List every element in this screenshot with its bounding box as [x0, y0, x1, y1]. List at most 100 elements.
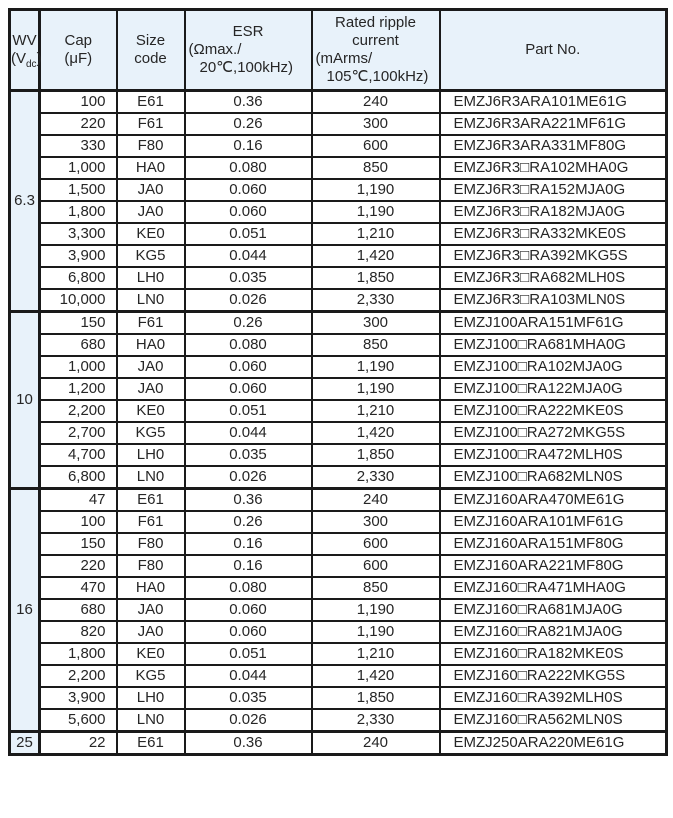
- cap-cell: 5,600: [38, 708, 118, 733]
- table-row: 330 F80 0.16 600 EMZJ6R3ARA331MF80G: [10, 134, 668, 158]
- part-no-cell: EMZJ250ARA220ME61G: [438, 730, 668, 756]
- ripple-current-cell: 1,190: [310, 178, 441, 202]
- ripple-current-cell: 240: [310, 730, 441, 756]
- cap-cell: 2,200: [38, 664, 118, 688]
- size-code-cell: KE0: [115, 222, 186, 246]
- header-ripple-line3: (mArms/: [315, 50, 373, 67]
- table-row: 10 150 F61 0.26 300 EMZJ100ARA151MF61G: [8, 310, 668, 490]
- table-row: 470 HA0 0.080 850 EMZJ160□RA471MHA0G: [10, 576, 668, 600]
- table-row: 820 JA0 0.060 1,190 EMZJ160□RA821MJA0G: [10, 620, 668, 644]
- header-wv-line1: WV: [12, 32, 37, 49]
- size-code-cell: F80: [115, 554, 186, 578]
- esr-cell: 0.051: [183, 642, 313, 666]
- ripple-current-cell: 1,190: [310, 200, 441, 224]
- cap-cell: 47: [38, 487, 118, 512]
- ripple-current-cell: 300: [310, 310, 441, 335]
- esr-cell: 0.060: [183, 355, 313, 379]
- cap-cell: 100: [38, 89, 118, 114]
- header-ripple-line1: Rated ripple: [335, 14, 416, 31]
- part-no-cell: EMZJ6R3□RA682MLH0S: [438, 266, 668, 290]
- size-code-cell: E61: [115, 89, 186, 114]
- table-row: 2,200 KE0 0.051 1,210 EMZJ100□RA222MKE0S: [10, 399, 668, 423]
- table-row: 220 F80 0.16 600 EMZJ160ARA221MF80G: [10, 554, 668, 578]
- size-code-cell: LH0: [115, 443, 186, 467]
- part-no-cell: EMZJ100□RA682MLN0S: [438, 465, 668, 490]
- part-no-cell: EMZJ6R3ARA331MF80G: [438, 134, 668, 158]
- cap-cell: 680: [38, 598, 118, 622]
- size-code-cell: HA0: [115, 156, 186, 180]
- wv-cell: 25: [8, 730, 41, 756]
- size-code-cell: JA0: [115, 200, 186, 224]
- ripple-current-cell: 600: [310, 532, 441, 556]
- size-code-cell: LH0: [115, 686, 186, 710]
- ripple-current-cell: 1,190: [310, 598, 441, 622]
- table-row: 1,500 JA0 0.060 1,190 EMZJ6R3□RA152MJA0G: [10, 178, 668, 202]
- table-row: 3,900 LH0 0.035 1,850 EMZJ160□RA392MLH0S: [10, 686, 668, 710]
- esr-cell: 0.080: [183, 333, 313, 357]
- header-ripple-line2: current: [352, 32, 399, 49]
- esr-cell: 0.044: [183, 421, 313, 445]
- part-no-cell: EMZJ6R3□RA332MKE0S: [438, 222, 668, 246]
- ripple-current-cell: 2,330: [310, 465, 441, 490]
- table-row: 1,000 HA0 0.080 850 EMZJ6R3□RA102MHA0G: [10, 156, 668, 180]
- ripple-current-cell: 1,190: [310, 620, 441, 644]
- size-code-cell: KE0: [115, 399, 186, 423]
- part-no-cell: EMZJ100□RA681MHA0G: [438, 333, 668, 357]
- header-esr-line3: 20℃,100kHz): [199, 59, 294, 76]
- part-no-cell: EMZJ100□RA272MKG5S: [438, 421, 668, 445]
- ripple-current-cell: 240: [310, 487, 441, 512]
- wv-cell: 6.3: [8, 89, 41, 313]
- cap-cell: 470: [38, 576, 118, 600]
- esr-cell: 0.16: [183, 532, 313, 556]
- ripple-current-cell: 300: [310, 510, 441, 534]
- esr-cell: 0.060: [183, 178, 313, 202]
- esr-cell: 0.035: [183, 266, 313, 290]
- cap-cell: 6,800: [38, 266, 118, 290]
- cap-cell: 1,200: [38, 377, 118, 401]
- cap-cell: 220: [38, 112, 118, 136]
- cap-cell: 22: [38, 730, 118, 756]
- size-code-cell: E61: [115, 730, 186, 756]
- part-no-cell: EMZJ160□RA471MHA0G: [438, 576, 668, 600]
- header-part-label: Part No.: [525, 41, 581, 58]
- esr-cell: 0.044: [183, 244, 313, 268]
- ripple-current-cell: 850: [310, 156, 441, 180]
- cap-cell: 4,700: [38, 443, 118, 467]
- table-row: 1,000 JA0 0.060 1,190 EMZJ100□RA102MJA0G: [10, 355, 668, 379]
- cap-cell: 150: [38, 532, 118, 556]
- size-code-cell: KE0: [115, 642, 186, 666]
- table-row: 5,600 LN0 0.026 2,330 EMZJ160□RA562MLN0S: [10, 708, 668, 733]
- cap-cell: 10,000: [38, 288, 118, 313]
- part-no-cell: EMZJ6R3ARA101ME61G: [438, 89, 668, 114]
- esr-cell: 0.080: [183, 156, 313, 180]
- ripple-current-cell: 1,210: [310, 222, 441, 246]
- esr-cell: 0.060: [183, 377, 313, 401]
- table-row: 6.3 100 E61 0.36 240 EMZJ6R3ARA101ME61G: [8, 89, 668, 313]
- table-header: WV (Vdc) Cap (μF) Size code ESR (Ωmax./ …: [8, 8, 668, 92]
- esr-cell: 0.16: [183, 554, 313, 578]
- table-row: 10,000 LN0 0.026 2,330 EMZJ6R3□RA103MLN0S: [10, 288, 668, 313]
- cap-cell: 2,700: [38, 421, 118, 445]
- table-row: 16 47 E61 0.36 240 EMZJ160ARA470ME61G: [8, 487, 668, 733]
- size-code-cell: F61: [115, 310, 186, 335]
- cap-cell: 220: [38, 554, 118, 578]
- header-size-line2: code: [134, 50, 167, 67]
- size-code-cell: HA0: [115, 576, 186, 600]
- cap-cell: 3,900: [38, 244, 118, 268]
- cap-cell: 820: [38, 620, 118, 644]
- table-row: 3,300 KE0 0.051 1,210 EMZJ6R3□RA332MKE0S: [10, 222, 668, 246]
- size-code-cell: F61: [115, 112, 186, 136]
- cap-cell: 680: [38, 333, 118, 357]
- esr-cell: 0.36: [183, 89, 313, 114]
- table-row: 25 22 E61 0.36 240 EMZJ250ARA220ME61G: [8, 730, 668, 756]
- esr-cell: 0.051: [183, 399, 313, 423]
- part-no-cell: EMZJ6R3□RA152MJA0G: [438, 178, 668, 202]
- header-wv-line2: (Vdc): [11, 50, 42, 70]
- table-row: 3,900 KG5 0.044 1,420 EMZJ6R3□RA392MKG5S: [10, 244, 668, 268]
- ripple-current-cell: 600: [310, 554, 441, 578]
- part-no-cell: EMZJ160□RA182MKE0S: [438, 642, 668, 666]
- esr-cell: 0.026: [183, 288, 313, 313]
- header-esr: ESR (Ωmax./ 20℃,100kHz): [183, 8, 313, 92]
- ripple-current-cell: 300: [310, 112, 441, 136]
